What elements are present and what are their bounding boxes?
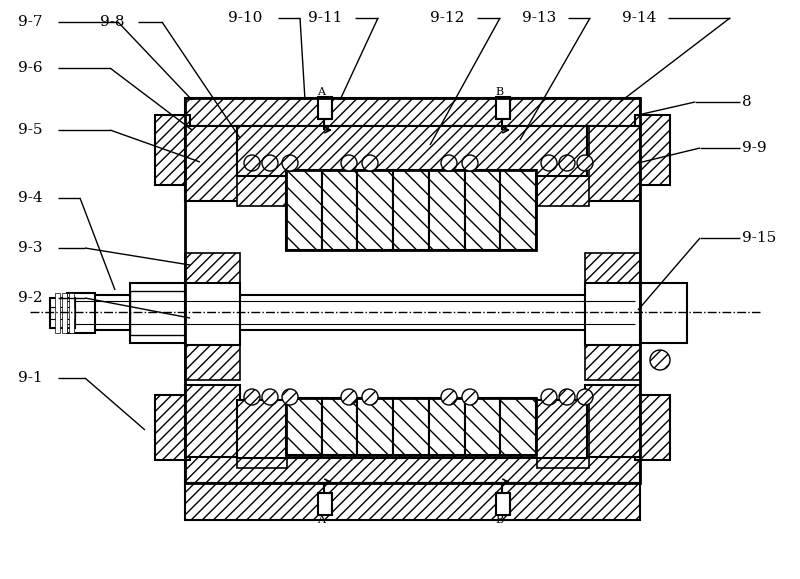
- Circle shape: [441, 389, 457, 405]
- Text: 8: 8: [742, 95, 752, 109]
- Text: A: A: [317, 87, 325, 97]
- Bar: [185, 483, 640, 520]
- Bar: [286, 170, 536, 250]
- Bar: [237, 126, 587, 176]
- Bar: [130, 283, 188, 343]
- Bar: [585, 253, 640, 283]
- Bar: [585, 345, 640, 380]
- Bar: [318, 493, 332, 515]
- Bar: [185, 385, 240, 457]
- Bar: [585, 126, 640, 201]
- Bar: [537, 400, 589, 468]
- Bar: [393, 170, 429, 250]
- Bar: [237, 126, 287, 206]
- Bar: [465, 398, 500, 455]
- Bar: [185, 126, 240, 201]
- Text: 9-4: 9-4: [18, 191, 42, 205]
- Bar: [318, 97, 332, 119]
- Bar: [237, 400, 587, 458]
- Circle shape: [441, 155, 457, 171]
- Circle shape: [341, 389, 357, 405]
- Bar: [55, 293, 60, 333]
- Bar: [358, 170, 393, 250]
- Bar: [322, 170, 358, 250]
- Text: 9-7: 9-7: [18, 15, 42, 29]
- Bar: [429, 398, 465, 455]
- Bar: [585, 283, 640, 345]
- Bar: [50, 298, 75, 328]
- Bar: [67, 293, 95, 333]
- Bar: [286, 170, 322, 250]
- Text: B: B: [495, 515, 503, 525]
- Circle shape: [650, 350, 670, 370]
- Bar: [637, 283, 687, 343]
- Circle shape: [282, 389, 298, 405]
- Bar: [185, 345, 240, 380]
- Circle shape: [262, 389, 278, 405]
- Circle shape: [262, 155, 278, 171]
- Bar: [635, 115, 670, 185]
- Bar: [496, 493, 510, 515]
- Bar: [155, 115, 190, 185]
- Bar: [155, 395, 190, 460]
- Circle shape: [462, 389, 478, 405]
- Circle shape: [462, 155, 478, 171]
- Bar: [130, 291, 188, 335]
- Bar: [185, 98, 640, 126]
- Circle shape: [541, 389, 557, 405]
- Bar: [500, 170, 536, 250]
- Bar: [50, 307, 75, 319]
- Bar: [496, 97, 510, 119]
- Bar: [500, 398, 536, 455]
- Text: 9-8: 9-8: [100, 15, 125, 29]
- Text: 9-11: 9-11: [308, 11, 342, 25]
- Bar: [358, 398, 393, 455]
- Bar: [286, 398, 322, 455]
- Bar: [429, 170, 465, 250]
- Circle shape: [577, 389, 593, 405]
- Text: 9-6: 9-6: [18, 61, 42, 75]
- Text: 9-14: 9-14: [622, 11, 656, 25]
- Circle shape: [341, 155, 357, 171]
- Text: 9-2: 9-2: [18, 291, 42, 305]
- Circle shape: [362, 389, 378, 405]
- Text: 9-5: 9-5: [18, 123, 42, 137]
- Text: 9-12: 9-12: [430, 11, 464, 25]
- Text: 9-3: 9-3: [18, 241, 42, 255]
- Text: 9-10: 9-10: [228, 11, 262, 25]
- Circle shape: [577, 155, 593, 171]
- Bar: [585, 385, 640, 457]
- Bar: [635, 395, 670, 460]
- Bar: [185, 98, 640, 483]
- Bar: [465, 170, 500, 250]
- Circle shape: [244, 389, 260, 405]
- Bar: [537, 126, 589, 206]
- Circle shape: [244, 155, 260, 171]
- Circle shape: [559, 155, 575, 171]
- Bar: [237, 400, 287, 468]
- Circle shape: [559, 389, 575, 405]
- Text: 9-13: 9-13: [522, 11, 556, 25]
- Bar: [185, 283, 240, 345]
- Bar: [322, 398, 358, 455]
- Bar: [286, 398, 536, 455]
- Circle shape: [541, 155, 557, 171]
- Circle shape: [362, 155, 378, 171]
- Bar: [65, 295, 635, 330]
- Circle shape: [282, 155, 298, 171]
- Text: 9-1: 9-1: [18, 371, 42, 385]
- Text: B: B: [495, 87, 503, 97]
- Text: 9-15: 9-15: [742, 231, 776, 245]
- Text: 9-9: 9-9: [742, 141, 766, 155]
- Bar: [393, 398, 429, 455]
- Text: A: A: [317, 515, 325, 525]
- Bar: [69, 293, 74, 333]
- Bar: [185, 253, 240, 283]
- Bar: [62, 293, 67, 333]
- Bar: [185, 455, 640, 483]
